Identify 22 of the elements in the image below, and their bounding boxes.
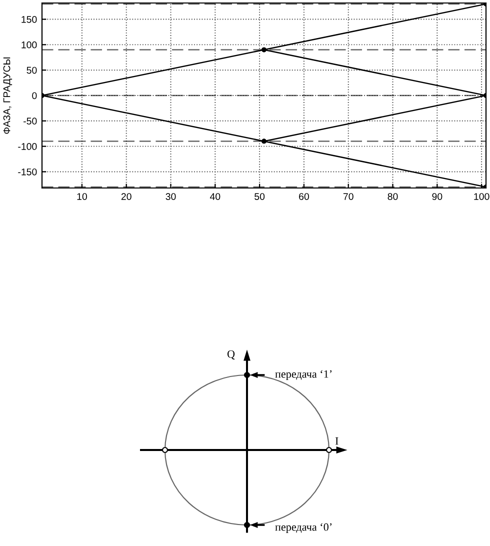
x-tick-label: 100 <box>474 193 490 200</box>
text: передача ‘1’ <box>275 370 332 380</box>
text: передача ‘0’ <box>275 523 332 534</box>
x-tick-label: 10 <box>77 193 87 200</box>
x-tick-label: 20 <box>121 193 132 200</box>
y-tick-label: -100 <box>18 143 37 150</box>
y-tick-label: -150 <box>18 168 37 176</box>
y-tick-label: 50 <box>26 66 37 74</box>
text: Q <box>227 350 235 360</box>
x-tick-label: 90 <box>432 193 442 200</box>
y-axis-title: ФАЗА, ГРАДУСЫ <box>3 57 12 134</box>
x-tick-label: 80 <box>388 193 398 200</box>
y-tick-label: 100 <box>22 41 37 48</box>
y-tick-label: 0 <box>32 92 37 100</box>
y-tick-label: 150 <box>22 16 37 23</box>
x-tick-label: 70 <box>343 193 354 200</box>
y-tick-label: -50 <box>24 118 37 125</box>
x-tick-label: 40 <box>210 193 220 200</box>
x-tick-label: 30 <box>166 193 176 200</box>
x-tick-label: 60 <box>299 193 309 200</box>
text: I <box>335 437 338 445</box>
x-tick-label: 50 <box>254 193 265 200</box>
